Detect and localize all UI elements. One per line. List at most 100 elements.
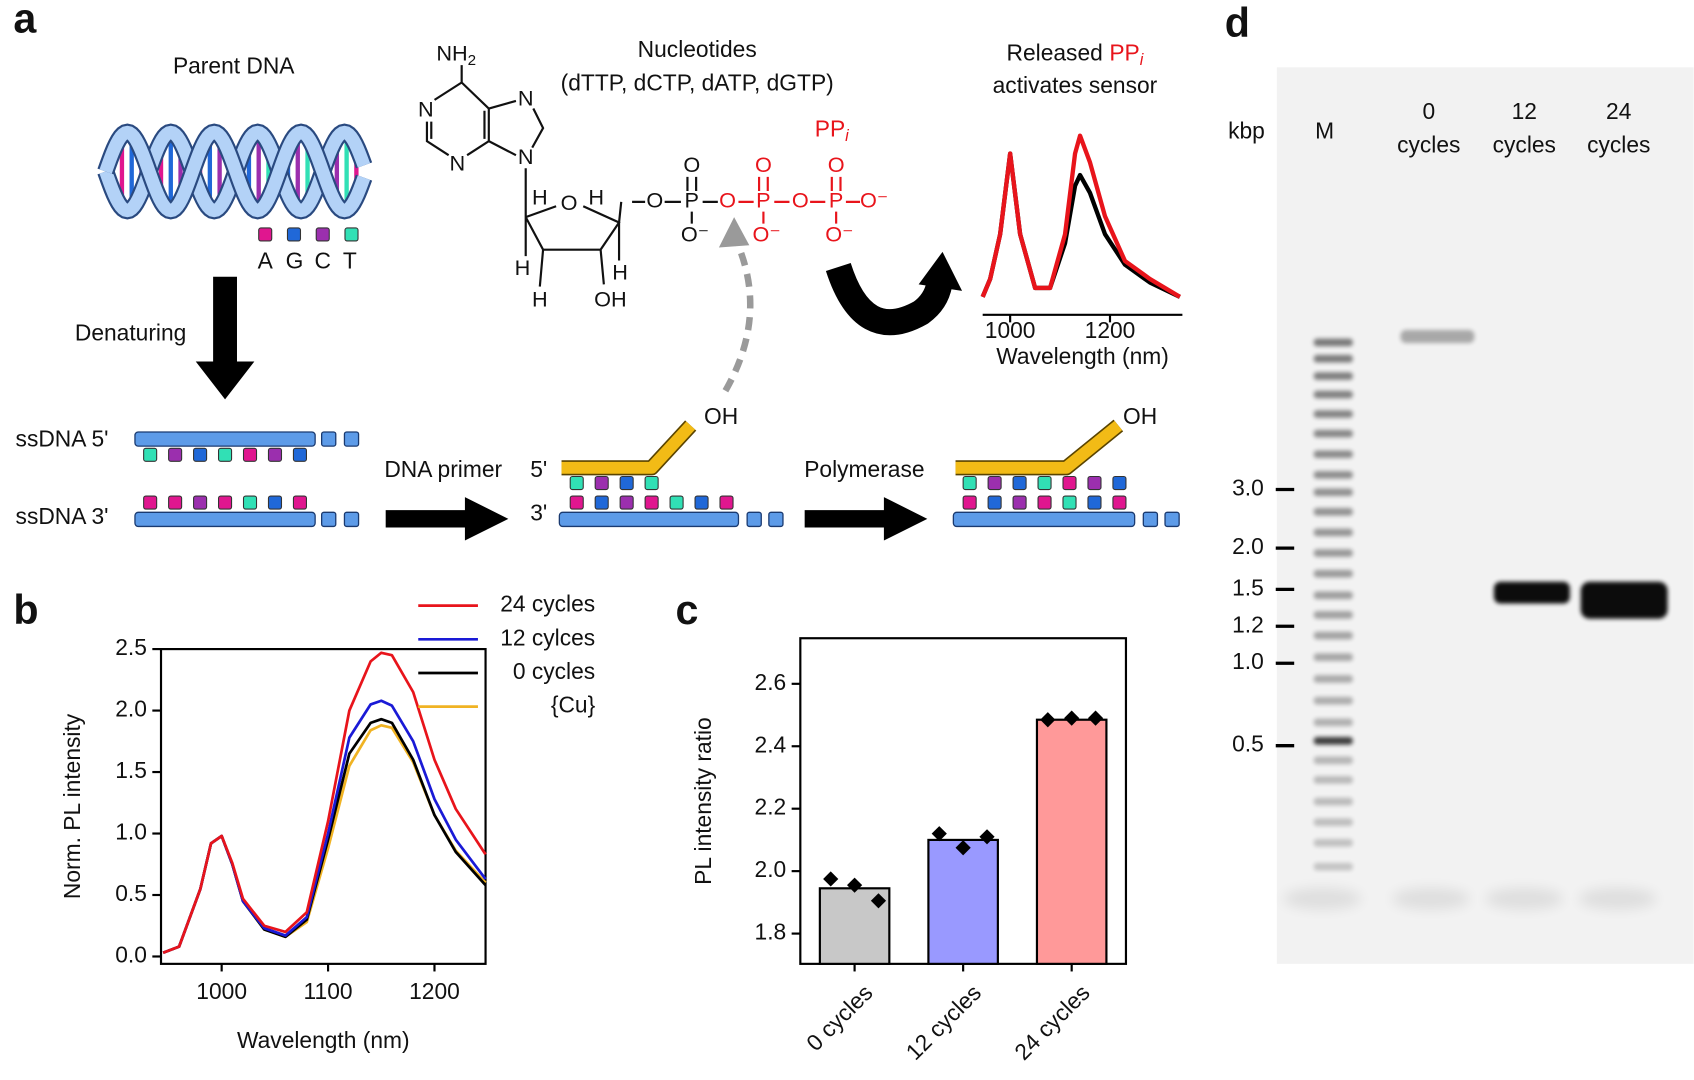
atom: O xyxy=(719,188,736,213)
strand xyxy=(343,431,360,447)
base xyxy=(168,495,183,510)
y-axis-label: Norm. PL intensity xyxy=(59,713,85,899)
y-tick-label: 2.5 xyxy=(115,634,147,660)
atom: O⁻ xyxy=(860,188,888,213)
strand xyxy=(746,511,762,528)
size-label: 2.0 xyxy=(1232,533,1264,559)
ppi-sub: i xyxy=(845,127,849,145)
base xyxy=(1012,475,1027,491)
replicate-point xyxy=(870,893,887,909)
base xyxy=(619,475,634,491)
structure-bonds xyxy=(664,176,718,224)
replicate-point xyxy=(979,829,995,845)
atom: N xyxy=(418,96,434,121)
base xyxy=(594,475,609,491)
y-tick-label: 2.2 xyxy=(755,794,787,820)
base xyxy=(267,447,283,462)
gel-band xyxy=(1313,675,1353,683)
gel-band xyxy=(1313,471,1353,479)
primer xyxy=(561,421,696,474)
size-label: 0.5 xyxy=(1232,731,1264,757)
strand xyxy=(321,431,337,447)
base xyxy=(694,495,709,510)
panel-label: b xyxy=(13,587,38,633)
base xyxy=(1087,495,1102,510)
structure-bonds-ppi xyxy=(738,176,861,224)
step-label: Polymerase xyxy=(804,456,924,482)
strand xyxy=(134,511,316,528)
line-series xyxy=(980,133,1182,299)
atom: N xyxy=(518,86,534,111)
caption: Released PPi xyxy=(1007,39,1144,69)
plot-frame xyxy=(159,648,487,965)
base xyxy=(143,495,158,510)
atom-text: NH xyxy=(436,40,467,65)
gel-band xyxy=(1313,338,1353,347)
base xyxy=(962,475,977,491)
gel-smear xyxy=(1578,887,1657,910)
y-tick-label: 1.0 xyxy=(115,819,147,845)
process-arrow xyxy=(385,497,509,541)
base xyxy=(719,495,734,510)
gel-smear xyxy=(1391,887,1471,910)
gel-band xyxy=(1283,329,1668,910)
base xyxy=(1112,495,1127,510)
process-arrow xyxy=(804,497,928,541)
gel-band xyxy=(1313,372,1353,380)
y-tick-label: 1.8 xyxy=(755,919,787,945)
base xyxy=(619,495,634,510)
gel-band xyxy=(1313,507,1353,516)
ppi-text: PP xyxy=(815,115,845,141)
x-tick-label: 1200 xyxy=(409,978,460,1004)
replicate-point xyxy=(931,826,947,842)
base xyxy=(193,495,208,510)
strand-label: ssDNA 3' xyxy=(16,503,109,529)
gel-band xyxy=(1313,653,1353,662)
base-key xyxy=(315,227,330,242)
gel-band xyxy=(1313,696,1353,705)
legend-label: 0 cycles xyxy=(513,658,595,684)
gel-unit: kbp xyxy=(1228,117,1265,143)
base xyxy=(242,495,258,510)
base-key xyxy=(286,227,302,242)
strand xyxy=(558,511,740,528)
attack-arrow-head xyxy=(718,217,750,248)
step-label: DNA primer xyxy=(384,456,502,482)
atom-sub: 2 xyxy=(468,52,476,69)
base xyxy=(962,495,977,510)
step-label: Denaturing xyxy=(75,319,186,345)
base xyxy=(143,447,158,462)
x-axis-label: Wavelength (nm) xyxy=(237,1027,410,1053)
atom: O xyxy=(792,188,809,213)
base xyxy=(1112,475,1127,491)
y-tick-label: 2.6 xyxy=(755,669,787,695)
atom: H xyxy=(532,286,548,311)
bar xyxy=(927,838,999,965)
base xyxy=(1087,475,1102,491)
y-tick-label: 2.0 xyxy=(755,856,787,882)
base xyxy=(292,447,307,462)
y-tick-label: 0.5 xyxy=(115,880,147,906)
gel-band xyxy=(1313,631,1353,640)
base xyxy=(644,495,659,510)
gel-band xyxy=(1313,429,1353,438)
gel-band xyxy=(1313,797,1353,806)
base-label: A xyxy=(258,248,274,274)
x-tick-label: 1000 xyxy=(985,317,1036,343)
attack-arrow xyxy=(722,239,754,393)
gel-band xyxy=(1313,354,1353,363)
base xyxy=(217,495,233,510)
base xyxy=(217,447,233,462)
base xyxy=(569,495,584,510)
gel-band xyxy=(1400,329,1475,343)
base xyxy=(987,475,1002,491)
gel-band xyxy=(1313,718,1353,727)
primer xyxy=(955,420,1123,474)
gel-band xyxy=(1313,862,1353,871)
lane-label: 12 xyxy=(1512,98,1537,124)
gel-band xyxy=(1493,581,1570,604)
base-label: T xyxy=(343,248,357,274)
lane-label: cycles xyxy=(1587,132,1650,158)
atom: P xyxy=(756,188,770,213)
gel-band xyxy=(1313,818,1353,827)
